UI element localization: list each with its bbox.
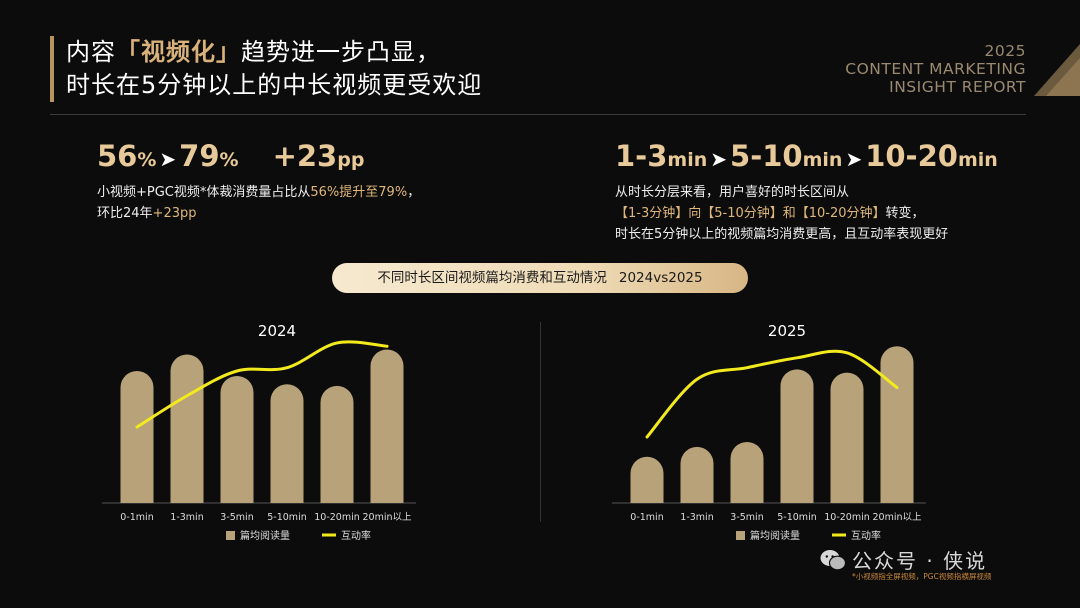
arrow-right-icon: ➤ <box>710 147 728 171</box>
section-pill: 不同时长区间视频篇均消费和互动情况 2024vs2025 <box>332 263 748 293</box>
bar-10-20min <box>830 372 864 503</box>
chart-2024: 2024 0-1min 1-3min 3-5min 5-10min 10-20min 20m… <box>102 322 416 542</box>
left-description: 小视频+PGC视频*体裁消费量占比从56%提升至79%， 环比24年+23pp <box>97 185 421 221</box>
right-kpi: 1-3min ➤ 5-10min ➤ 10-20min <box>615 139 998 173</box>
x-tick-label: 20min以上 <box>362 512 412 523</box>
x-tick-label: 10-20min <box>314 512 360 523</box>
header-divider <box>50 114 1026 115</box>
bar-1-3min <box>680 446 714 503</box>
x-tick-label: 1-3min <box>680 512 713 523</box>
legend-bar-label: 篇均阅读量 <box>750 529 800 542</box>
bar-5-10min <box>270 384 304 503</box>
report-line-1: CONTENT MARKETING <box>845 60 1026 78</box>
x-tick-label: 5-10min <box>777 512 816 523</box>
interaction-rate-line <box>135 340 389 429</box>
x-tick-label: 3-5min <box>220 512 253 523</box>
legend-bar-swatch <box>226 531 235 540</box>
legend-bar-label: 篇均阅读量 <box>240 529 290 542</box>
legend-line-label: 互动率 <box>341 529 371 542</box>
right-description: 从时长分层来看，用户喜好的时长区间从 【1-3分钟】向【5-10分钟】和【10-… <box>615 185 949 242</box>
x-tick-label: 10-20min <box>824 512 870 523</box>
chart-2025: 2025 0-1min 1-3min 3-5min 5-10min 10-20min 20m… <box>612 322 926 542</box>
page-title: 内容「视频化」趋势进一步凸显， 时长在5分钟以上的中长视频更受欢迎 <box>66 38 483 99</box>
report-label: 2025 CONTENT MARKETING INSIGHT REPORT <box>845 42 1026 96</box>
x-tick-label: 1-3min <box>170 512 203 523</box>
watermark: 公众号 · 侠说 <box>820 545 987 574</box>
bar-20min以上 <box>880 346 914 503</box>
x-tick-label: 3-5min <box>730 512 763 523</box>
bar-20min以上 <box>370 349 404 503</box>
chart-title: 2024 <box>258 322 296 340</box>
x-tick-label: 20min以上 <box>872 512 922 523</box>
arrow-right-icon: ➤ <box>159 147 177 171</box>
footnote: *小视频指全屏视频，PGC视频指横屏视频 <box>852 572 992 581</box>
x-tick-label: 0-1min <box>120 512 153 523</box>
report-year: 2025 <box>984 42 1026 60</box>
bar-3-5min <box>220 375 254 503</box>
interaction-rate-line <box>645 349 899 439</box>
corner-decoration <box>1034 44 1080 96</box>
bar-0-1min <box>630 456 664 503</box>
bar-5-10min <box>780 369 814 503</box>
chart-title: 2025 <box>768 322 806 340</box>
legend-bar-swatch <box>736 531 745 540</box>
x-tick-label: 0-1min <box>630 512 663 523</box>
title-accent-bar <box>50 36 54 102</box>
left-kpi: 56% ➤ 79% +23pp <box>97 139 365 173</box>
bar-3-5min <box>730 441 764 503</box>
arrow-right-icon: ➤ <box>845 147 863 171</box>
bar-0-1min <box>120 371 154 503</box>
wechat-icon <box>820 550 846 571</box>
report-line-2: INSIGHT REPORT <box>889 78 1026 96</box>
chart-divider <box>540 322 541 522</box>
bar-10-20min <box>320 385 354 503</box>
bar-1-3min <box>170 354 204 503</box>
legend-line-label: 互动率 <box>851 529 881 542</box>
x-tick-label: 5-10min <box>267 512 306 523</box>
